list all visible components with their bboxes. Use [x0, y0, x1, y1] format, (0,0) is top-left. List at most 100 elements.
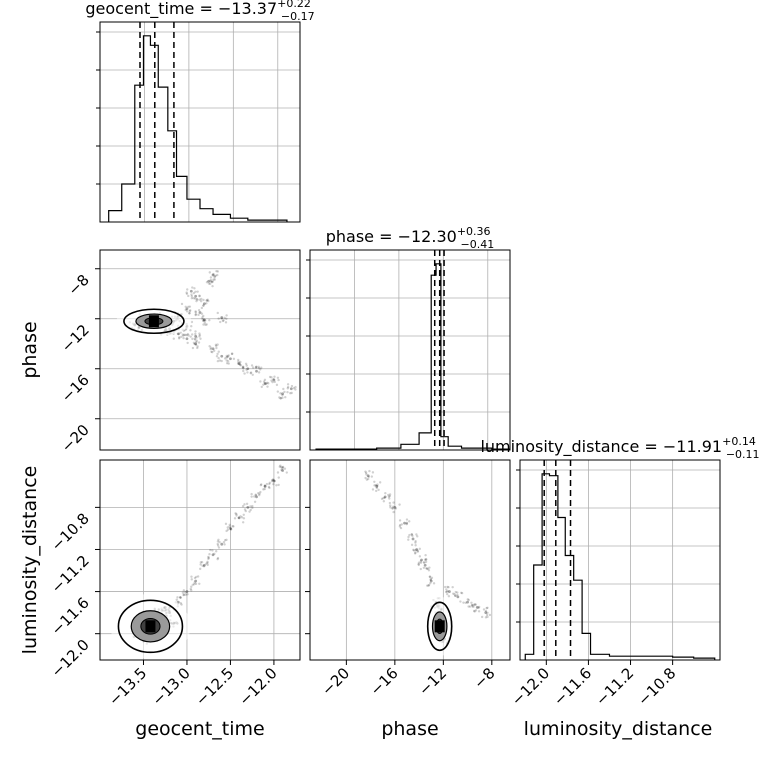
scatter-sample	[432, 582, 436, 585]
scatter-sample	[257, 371, 261, 374]
scatter-point	[211, 553, 215, 557]
scatter-sample	[258, 493, 261, 497]
scatter-sample	[183, 333, 186, 337]
histogram-bin	[534, 565, 542, 660]
scatter-sample	[276, 390, 280, 393]
scatter-sample	[250, 364, 254, 367]
scatter-sample	[242, 369, 245, 373]
title-value: −13.37	[218, 0, 277, 18]
scatter-sample	[226, 355, 229, 359]
scatter-point	[415, 548, 419, 551]
y-tick-label: −20	[58, 421, 93, 456]
contour-outer	[426, 601, 453, 652]
scatter-point	[237, 516, 241, 520]
scatter-sample	[205, 299, 208, 302]
scatter-sample	[194, 311, 197, 314]
scatter-sample	[233, 517, 237, 520]
title-prefix: luminosity_distance =	[480, 437, 662, 457]
scatter-sample	[259, 490, 262, 494]
scatter-sample	[196, 298, 199, 301]
scatter-sample	[231, 525, 234, 528]
scatter-sample	[392, 510, 395, 514]
scatter-sample	[400, 523, 404, 526]
histogram-bin	[525, 654, 533, 660]
scatter-sample	[212, 272, 215, 276]
scatter-sample	[427, 569, 431, 572]
scatter-sample	[398, 525, 402, 528]
scatter-sample	[185, 310, 189, 313]
panel-title-text: phase = −12.30+0.36 −0.41	[326, 225, 495, 251]
scatter-sample	[283, 390, 286, 394]
scatter-sample	[253, 495, 256, 498]
scatter-sample	[189, 309, 192, 312]
scatter-sample	[202, 304, 205, 307]
scatter-sample	[216, 352, 219, 356]
y-tick-label: −16	[58, 371, 93, 406]
scatter-sample	[367, 477, 370, 481]
scatter-sample	[198, 298, 201, 301]
scatter-sample	[281, 394, 284, 397]
x-axis-label: phase	[381, 718, 438, 740]
scatter-sample	[216, 343, 219, 346]
scatter-sample	[194, 582, 198, 586]
scatter-sample	[480, 615, 484, 619]
scatter-sample	[193, 287, 196, 290]
scatter-sample	[244, 509, 247, 513]
scatter-sample	[464, 601, 468, 605]
scatter-sample	[368, 469, 371, 473]
scatter-sample	[199, 563, 202, 566]
scatter-sample	[426, 584, 429, 587]
scatter-sample	[202, 304, 205, 307]
scatter-point	[202, 563, 206, 567]
title-minus: −0.41	[461, 238, 495, 251]
scatter-sample	[364, 476, 367, 480]
scatter-sample	[447, 595, 451, 598]
scatter-sample	[265, 482, 269, 486]
scatter-sample	[208, 552, 211, 556]
scatter-sample	[271, 478, 274, 482]
scatter-point	[255, 369, 258, 373]
scatter-sample	[228, 525, 231, 528]
scatter-sample	[394, 507, 398, 510]
scatter-sample	[205, 281, 209, 284]
scatter-sample	[188, 312, 191, 315]
scatter-sample	[405, 522, 409, 525]
scatter-point	[255, 495, 258, 499]
scatter-sample	[412, 549, 416, 552]
panel-frame	[99, 21, 301, 223]
scatter-sample	[202, 314, 205, 318]
scatter-sample	[209, 346, 212, 349]
scatter-sample	[377, 488, 380, 492]
panel-frame	[99, 459, 301, 661]
scatter-sample	[198, 333, 202, 337]
scatter-sample	[412, 548, 415, 552]
scatter-sample	[243, 503, 246, 506]
scatter-sample	[191, 337, 194, 341]
scatter-sample	[251, 373, 254, 376]
panel-frame	[309, 249, 511, 451]
scatter-point	[281, 392, 285, 396]
scatter-sample	[205, 562, 208, 565]
scatter-point	[475, 605, 479, 609]
scatter-sample	[398, 503, 401, 506]
scatter-sample	[190, 325, 193, 328]
density-contours	[110, 593, 191, 659]
scatter-sample	[373, 484, 376, 487]
scatter-sample	[251, 506, 254, 510]
scatter-sample	[245, 502, 249, 506]
scatter-sample	[180, 302, 184, 306]
scatter-sample	[249, 508, 252, 512]
scatter-sample	[232, 525, 235, 528]
scatter-point	[229, 357, 232, 361]
scatter-sample	[426, 567, 429, 570]
scatter-sample	[246, 371, 249, 374]
scatter-sample	[184, 591, 187, 594]
scatter-sample	[211, 284, 214, 288]
scatter-sample	[254, 494, 258, 497]
scatter-sample	[477, 610, 481, 613]
scatter-sample	[429, 582, 432, 585]
scatter-sample	[485, 606, 488, 610]
density-contours	[116, 306, 192, 337]
scatter-sample	[195, 339, 199, 342]
scatter-sample	[211, 350, 214, 354]
